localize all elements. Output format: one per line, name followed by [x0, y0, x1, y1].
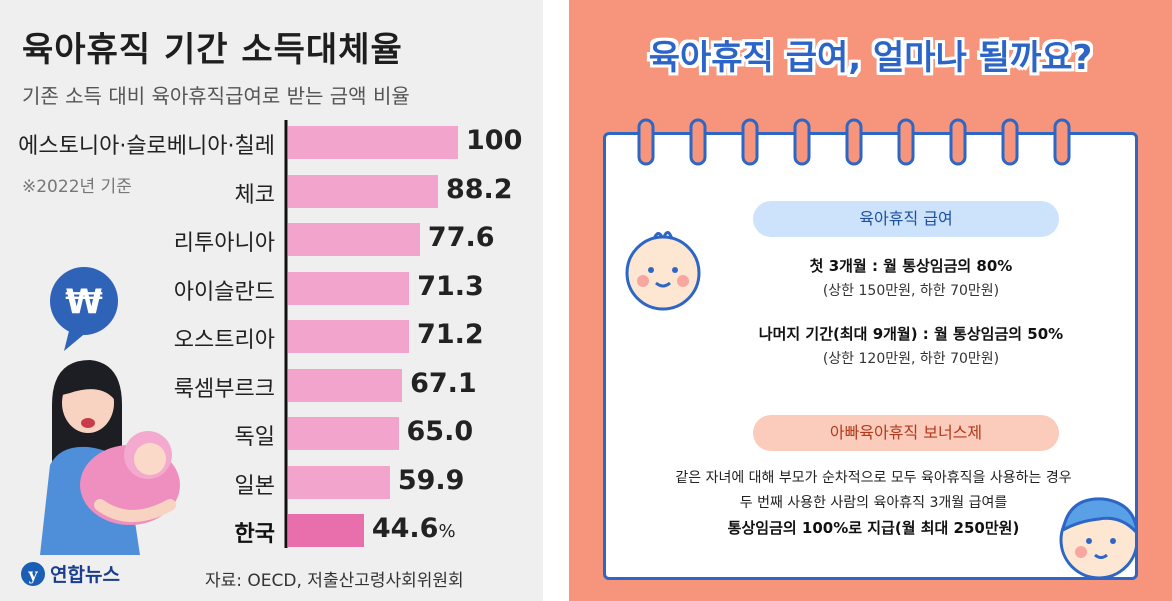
- bar-4: [288, 320, 410, 353]
- notepad-binder-rings: [637, 118, 1071, 166]
- bar-0: [288, 126, 458, 159]
- bar-2: [288, 223, 420, 256]
- value-label: 65.0: [406, 416, 474, 447]
- category-label: 체코: [234, 182, 275, 208]
- yonhap-logo-icon: y: [21, 561, 45, 586]
- info-panel: 육아휴직 급여, 얼마나 될까요? 육아휴직 급여 첫 3개월 : 월 통상임금…: [569, 0, 1172, 601]
- bonus-condition: 같은 자녀에 대해 부모가 순차적으로 모두 육아휴직을 사용하는 경우: [675, 470, 1072, 486]
- benefit-pill: 육아휴직 급여: [753, 201, 1059, 237]
- bar-8: [288, 514, 364, 547]
- value-label: 44.6%: [371, 513, 456, 544]
- yonhap-logo: y 연합뉴스: [20, 560, 120, 587]
- remaining-period-limit: (상한 120만원, 하한 70만원): [822, 351, 1000, 367]
- category-label: 오스트리아: [173, 328, 275, 353]
- base-year-note: ※2022년 기준: [22, 177, 132, 197]
- category-label: 리투아니아: [173, 231, 275, 256]
- category-label: 독일: [234, 425, 275, 450]
- won-speech-bubble-icon: ₩: [50, 267, 118, 351]
- percent-suffix: %: [438, 521, 456, 542]
- chart-title: 육아휴직 기간 소득대체율: [22, 30, 403, 70]
- bar-3: [288, 271, 410, 305]
- info-title: 육아휴직 급여, 얼마나 될까요?: [648, 38, 1093, 78]
- value-label: 77.6: [427, 222, 495, 253]
- bar-1: [288, 174, 438, 208]
- category-label: 아이슬란드: [173, 279, 275, 305]
- bar-7: [288, 465, 390, 499]
- value-label: 71.2: [417, 319, 484, 350]
- value-label: 71.3: [417, 270, 484, 302]
- value-label: 88.2: [445, 173, 513, 205]
- notepad-card: 육아휴직 급여 첫 3개월 : 월 통상임금의 80% (상한 150만원, 하…: [603, 132, 1138, 580]
- category-label: 일본: [234, 473, 275, 499]
- bar-6: [288, 417, 399, 450]
- bar-5: [288, 368, 403, 402]
- mother-baby-illustration: ₩: [40, 267, 180, 555]
- first-three-months-rate: 첫 3개월 : 월 통상임금의 80%: [809, 257, 1013, 275]
- category-label: 한국: [234, 522, 275, 547]
- yonhap-logo-mark: y: [27, 565, 38, 584]
- category-label: 에스토니아·슬로베니아·칠레: [18, 134, 275, 159]
- baby-face-icon: [625, 231, 701, 311]
- won-symbol: ₩: [65, 282, 103, 322]
- axis-line: [284, 120, 288, 548]
- dad-bonus-pill: 아빠육아휴직 보너스제: [753, 415, 1059, 451]
- chart-subtitle: 기존 소득 대비 육아휴직급여로 받는 금액 비율: [22, 84, 410, 108]
- chart-panel: 육아휴직 기간 소득대체율 기존 소득 대비 육아휴직급여로 받는 금액 비율 …: [0, 0, 543, 601]
- first-three-months-limit: (상한 150만원, 하한 70만원): [822, 283, 1000, 299]
- boy-face-icon: [1059, 497, 1135, 577]
- bonus-amount: 통상임금의 100%로 지급(월 최대 250만원): [727, 519, 1020, 537]
- value-label: 67.1: [410, 367, 477, 399]
- bonus-target: 두 번째 사용한 사람의 육아휴직 3개월 급여를: [739, 495, 1008, 511]
- value-label: 59.9: [397, 464, 465, 496]
- yonhap-logo-text: 연합뉴스: [50, 564, 120, 586]
- category-label: 룩셈부르크: [173, 376, 275, 402]
- remaining-period-rate: 나머지 기간(최대 9개월) : 월 통상임금의 50%: [758, 325, 1064, 343]
- source-text: 자료: OECD, 저출산고령사회위원회: [205, 571, 464, 591]
- value-label: 100: [466, 125, 523, 156]
